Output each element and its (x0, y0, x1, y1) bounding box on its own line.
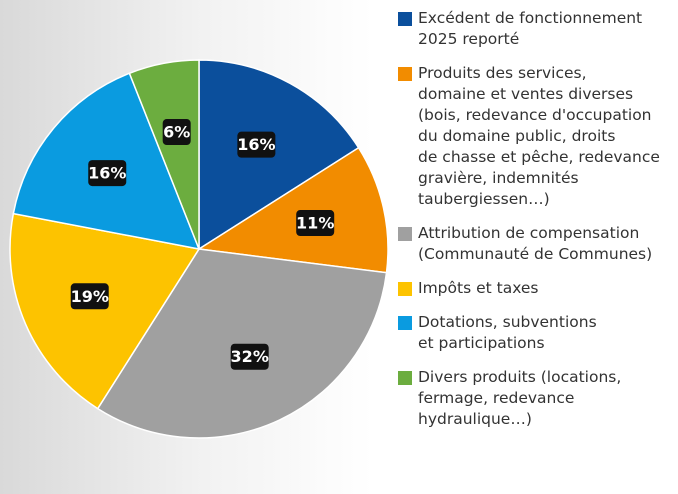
data-label-box (88, 160, 127, 187)
data-label-box (70, 283, 109, 310)
data-label-box (162, 119, 191, 146)
legend-swatch (398, 316, 412, 330)
data-label-box (296, 210, 335, 237)
legend-label: Dotations, subventions et participations (418, 313, 597, 352)
legend-label: Produits des services, domaine et ventes… (418, 64, 660, 208)
data-label: 32% (231, 347, 269, 366)
legend-swatch (398, 371, 412, 385)
legend-item: Produits des services, domaine et ventes… (398, 63, 678, 210)
data-label: 16% (237, 135, 275, 154)
legend: Excédent de fonctionnement 2025 reporté P… (398, 8, 678, 443)
data-label: 19% (71, 287, 109, 306)
legend-label: Excédent de fonctionnement 2025 reporté (418, 9, 643, 48)
pie-slice (128, 59, 200, 250)
legend-swatch (398, 282, 412, 296)
legend-label: Impôts et taxes (418, 279, 539, 297)
legend-label: Divers produits (locations, fermage, red… (418, 368, 622, 428)
data-label: 16% (88, 164, 126, 183)
legend-item: Divers produits (locations, fermage, red… (398, 367, 678, 430)
data-label-box (230, 343, 269, 370)
pie: 16% 11% 32% 19% 16% 6% (9, 59, 389, 439)
legend-swatch (398, 227, 412, 241)
pie-slice (9, 212, 201, 410)
pie-slice (96, 248, 388, 439)
data-label: 6% (163, 123, 190, 142)
legend-item: Excédent de fonctionnement 2025 reporté (398, 8, 678, 50)
pie-slice (198, 59, 360, 251)
legend-item: Dotations, subventions et participations (398, 312, 678, 354)
data-label: 11% (296, 214, 334, 233)
data-label-box (237, 131, 276, 158)
legend-label: Attribution de compensation (Communauté … (418, 224, 653, 263)
legend-swatch (398, 12, 412, 26)
legend-item: Attribution de compensation (Communauté … (398, 223, 678, 265)
legend-item: Impôts et taxes (398, 278, 678, 299)
pie-slice (196, 146, 389, 274)
legend-swatch (398, 67, 412, 81)
